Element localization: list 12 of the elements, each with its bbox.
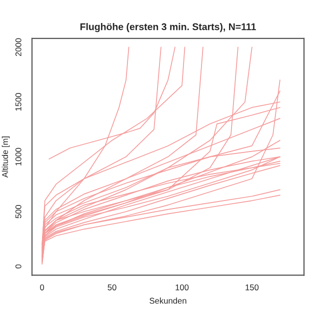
y-tick-label: 1500 (15, 93, 22, 111)
x-tick-label: 150 (246, 284, 259, 290)
y-tick-label: 1000 (15, 148, 22, 166)
y-tick-label: 2000 (15, 38, 22, 56)
y-tick-label: 500 (15, 204, 22, 218)
y-tick-label: 0 (15, 264, 22, 268)
chart-title: Flughöhe (ersten 3 min. Starts), N=111 (80, 23, 256, 32)
x-tick-label: 100 (176, 284, 189, 290)
x-axis-title: Sekunden (150, 298, 186, 304)
y-axis-title: Altitude [m] (2, 136, 10, 178)
x-tick-label: 50 (108, 284, 116, 290)
x-tick-label: 0 (40, 284, 44, 290)
